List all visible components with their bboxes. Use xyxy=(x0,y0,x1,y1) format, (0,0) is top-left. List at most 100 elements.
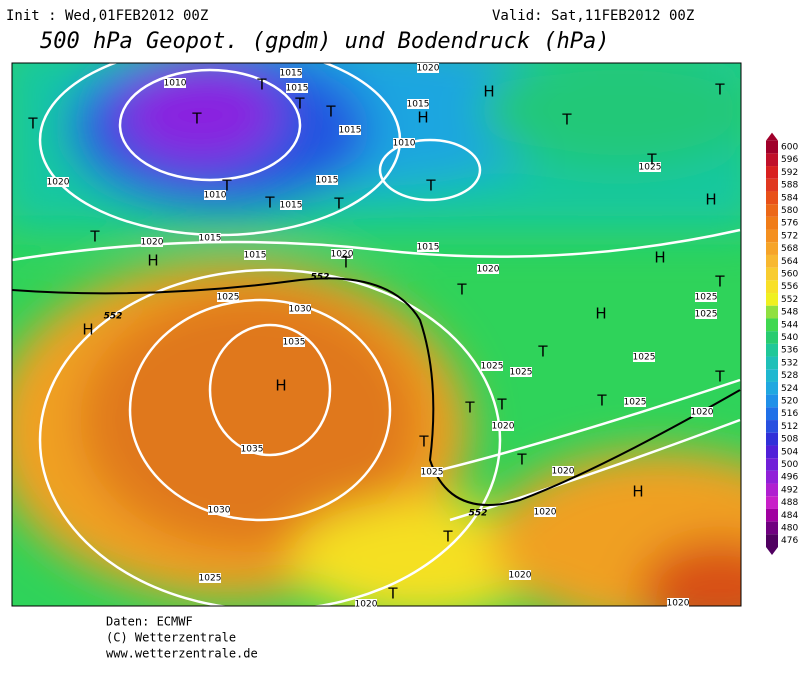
colorbar-swatch xyxy=(766,254,778,268)
colorbar-swatch xyxy=(766,445,778,459)
isobar-label: 1035 xyxy=(241,445,264,455)
pressure-center: T xyxy=(418,433,429,451)
isobar-label: 1015 xyxy=(417,243,440,253)
pressure-center: H xyxy=(82,321,93,339)
colorbar-label: 508 xyxy=(781,435,798,445)
colorbar-label: 532 xyxy=(781,358,798,368)
label-bg xyxy=(492,421,514,431)
label-bg xyxy=(477,264,499,274)
colorbar-label: 512 xyxy=(781,422,798,432)
colorbar-swatch xyxy=(766,204,778,217)
map-field xyxy=(12,63,741,606)
colorbar-swatch xyxy=(766,140,778,154)
label-bg xyxy=(283,337,305,347)
isobar-label: 1020 xyxy=(47,178,70,188)
colorbar-label: 520 xyxy=(781,397,798,407)
height-label: 552 xyxy=(469,509,488,519)
pressure-center: T xyxy=(340,254,351,272)
label-bg xyxy=(244,250,266,260)
colorbar-cap xyxy=(766,547,778,556)
label-bg xyxy=(164,78,186,88)
isobar-label: 1035 xyxy=(283,338,306,348)
colorbar-swatch xyxy=(766,229,778,243)
label-bg xyxy=(633,352,655,362)
colorbar-swatch xyxy=(766,331,778,344)
isobar-label: 1015 xyxy=(316,176,339,186)
label-bg xyxy=(417,63,439,73)
pressure-center: H xyxy=(595,305,606,323)
isobar-label: 1015 xyxy=(280,69,303,79)
isobar-label: 1025 xyxy=(695,310,718,320)
colorbar-swatch xyxy=(766,407,778,421)
colorbar-swatch xyxy=(766,305,778,319)
label-bg xyxy=(534,507,556,517)
colorbar-cap xyxy=(766,132,778,141)
colorbar-label: 492 xyxy=(781,485,798,495)
url: www.wetterzentrale.de xyxy=(106,647,258,661)
isobar-label: 1025 xyxy=(633,353,656,363)
colorbar-swatch xyxy=(766,356,778,370)
label-bg xyxy=(316,175,338,185)
pressure-center: H xyxy=(705,191,716,209)
colorbar-swatch xyxy=(766,166,778,179)
colorbar-label: 500 xyxy=(781,460,798,470)
colorbar-swatch xyxy=(766,153,778,167)
label-bg xyxy=(417,242,439,252)
colorbar-label: 544 xyxy=(781,320,798,330)
pressure-center: T xyxy=(596,392,607,410)
label-bg xyxy=(208,505,230,515)
colorbar-swatch xyxy=(766,458,778,471)
colorbar-label: 600 xyxy=(781,143,798,153)
label-bg xyxy=(691,407,713,417)
colorbar-swatch xyxy=(766,508,778,522)
pressure-center: T xyxy=(325,103,336,121)
colorbar-label: 528 xyxy=(781,371,798,381)
pressure-center: T xyxy=(387,585,398,603)
colorbar-label: 540 xyxy=(781,333,798,343)
colorbar-swatch xyxy=(766,534,778,548)
colorbar-label: 592 xyxy=(781,168,798,178)
label-bg xyxy=(393,138,415,148)
isobar-label: 1020 xyxy=(667,599,690,609)
label-bg xyxy=(141,237,163,247)
pressure-center: T xyxy=(89,228,100,246)
isobar-label: 1030 xyxy=(208,506,231,516)
pressure-center: T xyxy=(264,194,275,212)
colorbar-label: 484 xyxy=(781,511,798,521)
colorbar-label: 560 xyxy=(781,270,798,280)
pressure-center: T xyxy=(714,368,725,386)
isobar-label: 1015 xyxy=(286,84,309,94)
isobar-label: 1020 xyxy=(355,600,378,610)
label-bg xyxy=(695,292,717,302)
colorbar-label: 548 xyxy=(781,308,798,318)
pressure-center: T xyxy=(425,177,436,195)
pressure-center: T xyxy=(714,81,725,99)
isobar-label: 1010 xyxy=(164,79,187,89)
colorbar: 600 596 592 588 584 580 576 572 568 564 560 556 552 5… xyxy=(766,132,798,556)
pressure-center: T xyxy=(456,281,467,299)
label-bg xyxy=(289,304,311,314)
pressure-center: T xyxy=(333,195,344,213)
colorbar-swatch xyxy=(766,318,778,332)
colorbar-label: 496 xyxy=(781,473,798,483)
colorbar-label: 516 xyxy=(781,409,798,419)
label-bg xyxy=(280,68,302,78)
colorbar-swatch xyxy=(766,420,778,433)
colorbar-label: 536 xyxy=(781,346,798,356)
pressure-center: H xyxy=(483,83,494,101)
label-bg xyxy=(695,309,717,319)
pressure-center: T xyxy=(646,151,657,169)
label-bg xyxy=(217,292,239,302)
init-time: Init : Wed,01FEB2012 00Z xyxy=(6,8,208,24)
label-bg xyxy=(47,177,69,187)
pressure-center: T xyxy=(537,343,548,361)
colorbar-swatch xyxy=(766,381,778,395)
colorbar-label: 504 xyxy=(781,447,798,457)
isobar-label: 1020 xyxy=(492,422,515,432)
colorbar-swatch xyxy=(766,216,778,230)
pressure-center: T xyxy=(256,76,267,94)
label-bg xyxy=(421,467,443,477)
label-bg xyxy=(639,162,661,172)
label-bg xyxy=(509,570,531,580)
